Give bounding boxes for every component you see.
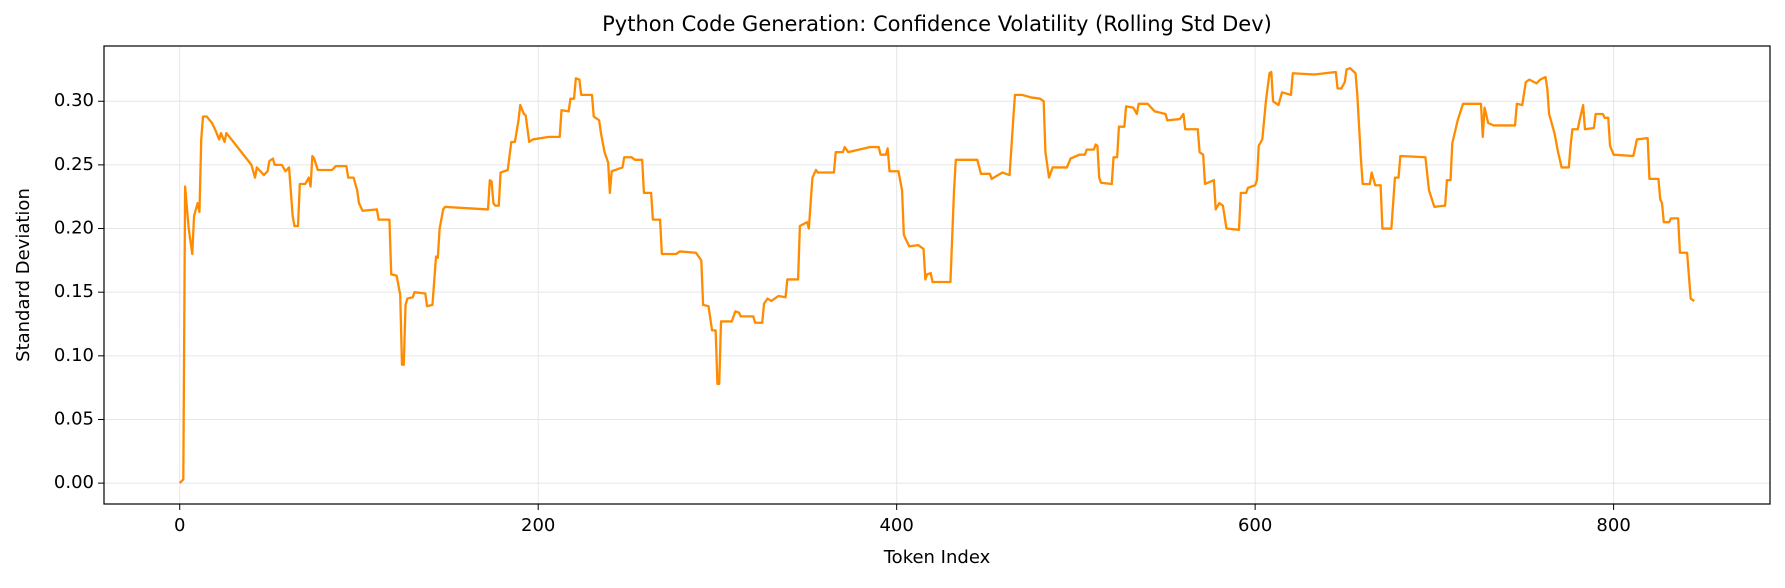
x-tick-label: 0 (174, 515, 185, 536)
y-tick-label: 0.25 (54, 154, 94, 175)
x-axis-label: Token Index (883, 547, 991, 568)
x-tick-label: 400 (879, 515, 913, 536)
x-tick-label: 200 (521, 515, 555, 536)
chart-title: Python Code Generation: Confidence Volat… (602, 12, 1272, 36)
y-tick-label: 0.10 (54, 345, 94, 366)
data-line (178, 67, 1695, 484)
y-tick-label: 0.20 (54, 218, 94, 239)
x-tick-label: 600 (1238, 515, 1272, 536)
plot-frame (103, 45, 1771, 505)
y-axis-label: Standard Deviation (13, 188, 34, 362)
x-tick-label: 800 (1596, 515, 1630, 536)
y-tick-label: 0.05 (54, 408, 94, 429)
y-tick-label: 0.00 (54, 472, 94, 493)
y-tick-label: 0.30 (54, 90, 94, 111)
y-tick-label: 0.15 (54, 281, 94, 302)
